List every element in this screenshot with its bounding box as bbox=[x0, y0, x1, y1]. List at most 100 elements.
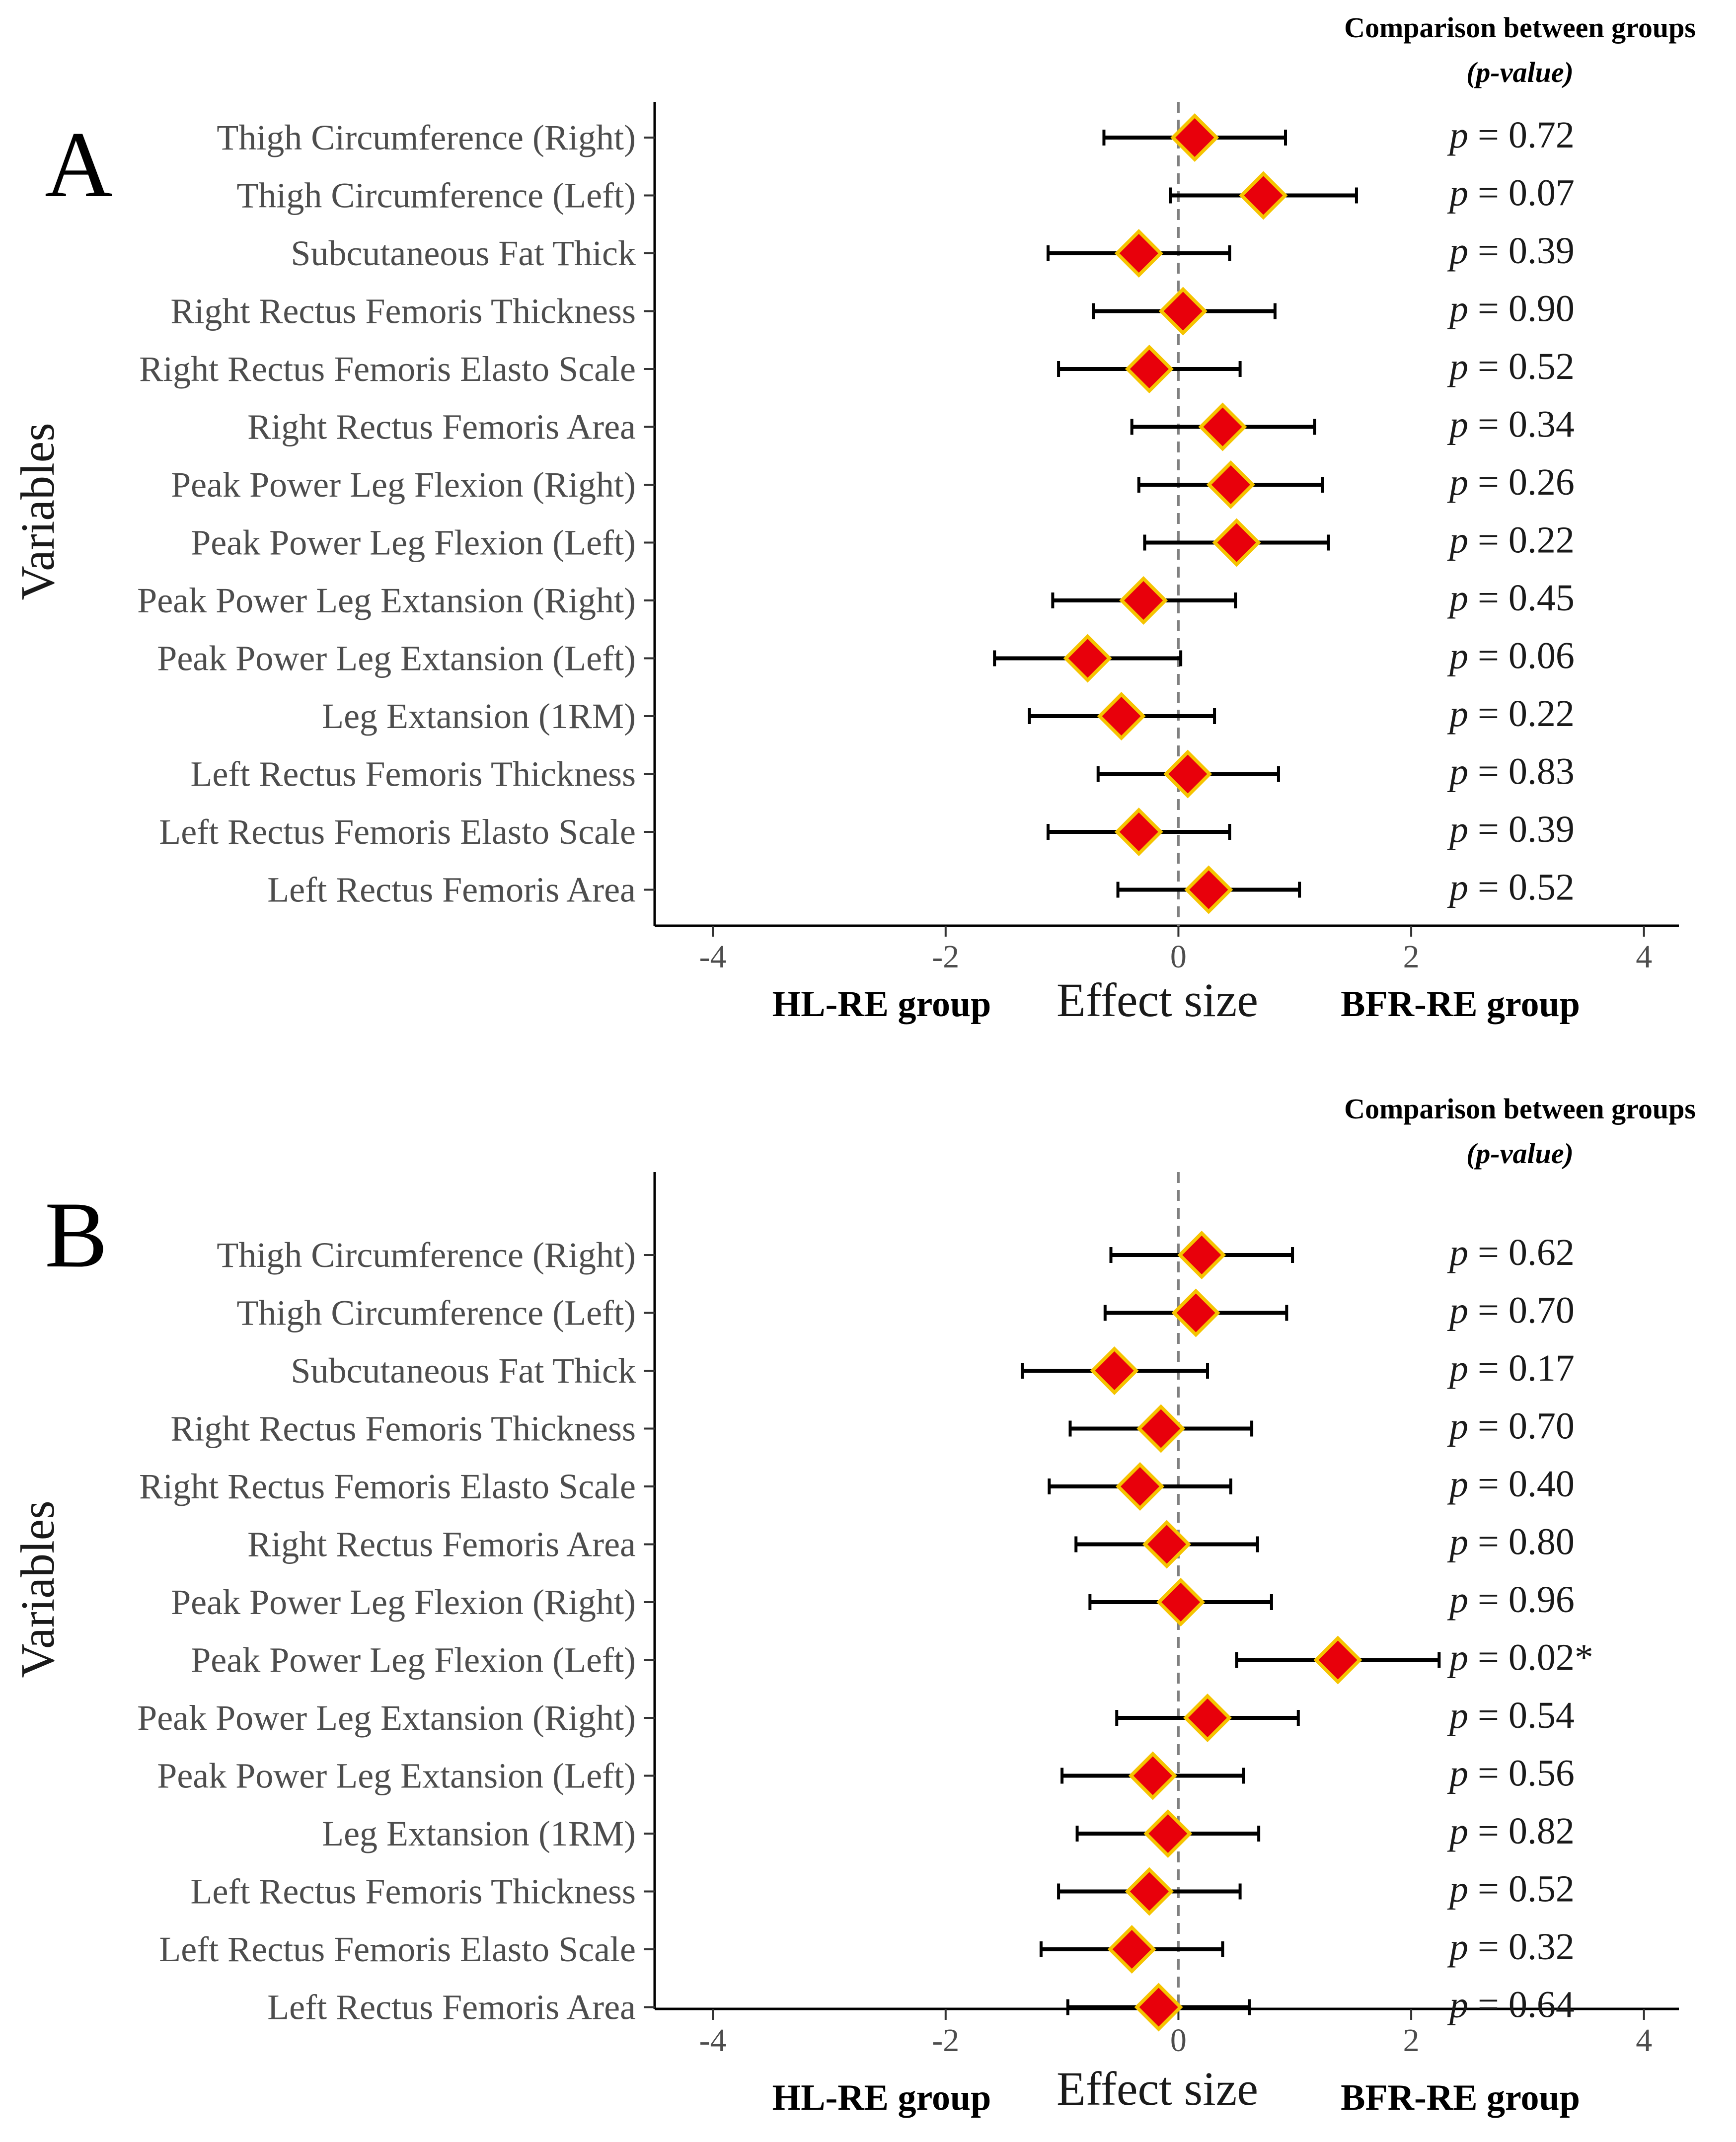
pvalue-header-subtitle: (p-value) bbox=[1466, 1137, 1574, 1170]
p-value-equals: = bbox=[1468, 230, 1509, 272]
p-value-number: 0.02* bbox=[1509, 1637, 1593, 1679]
effect-estimate-marker bbox=[1170, 113, 1219, 162]
p-value-number: 0.34 bbox=[1509, 404, 1575, 445]
x-tick-label: 2 bbox=[1403, 2022, 1420, 2059]
forest-row: Thigh Circumference (Left) p = 0.70 bbox=[236, 1288, 1575, 1337]
pvalue-header-title: Comparison between groups bbox=[1344, 1093, 1696, 1125]
y-axis-title: Variables bbox=[11, 1500, 64, 1678]
p-value-symbol: p bbox=[1447, 1579, 1468, 1621]
forest-row: Peak Power Leg Extansion (Right) p = 0.54 bbox=[137, 1694, 1575, 1742]
effect-estimate-marker bbox=[1142, 1520, 1191, 1569]
x-tick-label: 2 bbox=[1403, 939, 1420, 975]
p-value-equals: = bbox=[1468, 114, 1509, 156]
p-value-equals: = bbox=[1468, 809, 1509, 850]
x-axis-title: Effect size bbox=[1057, 973, 1258, 1027]
p-value: p = 0.39 bbox=[1447, 809, 1575, 850]
p-value-number: 0.22 bbox=[1509, 693, 1575, 735]
p-value-equals: = bbox=[1468, 1579, 1509, 1621]
p-value: p = 0.02* bbox=[1447, 1637, 1593, 1679]
variable-label: Right Rectus Femoris Area bbox=[247, 1525, 636, 1564]
variable-label: Peak Power Leg Flexion (Right) bbox=[171, 465, 636, 505]
p-value-symbol: p bbox=[1447, 1637, 1468, 1679]
effect-estimate-marker bbox=[1097, 692, 1146, 740]
p-value-equals: = bbox=[1468, 577, 1509, 619]
p-value: p = 0.54 bbox=[1447, 1695, 1575, 1736]
forest-row: Thigh Circumference (Right) p = 0.62 bbox=[217, 1231, 1575, 1279]
variable-label: Left Rectus Femoris Area bbox=[267, 1988, 636, 2027]
p-value-equals: = bbox=[1468, 635, 1509, 677]
p-value-equals: = bbox=[1468, 1926, 1509, 1968]
variable-label: Right Rectus Femoris Thickness bbox=[170, 1409, 636, 1449]
variable-label: Left Rectus Femoris Elasto Scale bbox=[159, 812, 636, 852]
p-value-symbol: p bbox=[1447, 172, 1468, 214]
p-value-number: 0.17 bbox=[1509, 1347, 1575, 1389]
x-tick-label: -4 bbox=[699, 2022, 727, 2059]
effect-estimate-marker bbox=[1125, 1867, 1174, 1916]
variable-label: Thigh Circumference (Right) bbox=[217, 1235, 636, 1275]
p-value: p = 0.62 bbox=[1447, 1232, 1575, 1273]
effect-estimate-marker bbox=[1206, 460, 1255, 509]
p-value: p = 0.45 bbox=[1447, 577, 1575, 619]
panel-b: B Comparison between groups (p-value) -4 -2 0… bbox=[11, 1093, 1696, 2118]
variable-label: Peak Power Leg Flexion (Left) bbox=[191, 1640, 636, 1680]
p-value-symbol: p bbox=[1447, 404, 1468, 445]
p-value-number: 0.07 bbox=[1509, 172, 1575, 214]
forest-row: Left Rectus Femoris Area p = 0.52 bbox=[267, 865, 1575, 914]
effect-estimate-marker bbox=[1107, 1925, 1156, 1974]
p-value-symbol: p bbox=[1447, 1926, 1468, 1968]
forest-row: Peak Power Leg Flexion (Left) p = 0.22 bbox=[191, 518, 1575, 567]
p-value-equals: = bbox=[1468, 1810, 1509, 1852]
p-value: p = 0.06 bbox=[1447, 635, 1575, 677]
variable-label: Left Rectus Femoris Thickness bbox=[190, 754, 636, 794]
panel-letter: A bbox=[45, 113, 113, 217]
x-tick-label: 4 bbox=[1636, 2022, 1652, 2059]
effect-estimate-marker bbox=[1184, 865, 1233, 914]
effect-estimate-marker bbox=[1136, 1404, 1186, 1453]
variable-label: Leg Extansion (1RM) bbox=[322, 1814, 636, 1853]
x-axis-title: Effect size bbox=[1057, 2062, 1258, 2115]
variable-label: Subcutaneous Fat Thick bbox=[291, 233, 636, 273]
p-value-symbol: p bbox=[1447, 577, 1468, 619]
left-group-label: HL-RE group bbox=[772, 984, 991, 1025]
forest-row: Right Rectus Femoris Area p = 0.34 bbox=[247, 402, 1575, 451]
p-value-symbol: p bbox=[1447, 288, 1468, 330]
p-value-number: 0.22 bbox=[1509, 519, 1575, 561]
p-value-number: 0.72 bbox=[1509, 114, 1575, 156]
p-value-equals: = bbox=[1468, 1753, 1509, 1794]
p-value: p = 0.39 bbox=[1447, 230, 1575, 272]
p-value-symbol: p bbox=[1447, 751, 1468, 793]
x-tick-label: 0 bbox=[1170, 939, 1187, 975]
forest-row: Left Rectus Femoris Elasto Scale p = 0.32 bbox=[159, 1925, 1575, 1974]
p-value: p = 0.07 bbox=[1447, 172, 1575, 214]
variable-label: Peak Power Leg Extansion (Left) bbox=[157, 639, 636, 678]
p-value-symbol: p bbox=[1447, 1463, 1468, 1505]
forest-row: Peak Power Leg Flexion (Left) p = 0.02* bbox=[191, 1635, 1593, 1685]
effect-estimate-marker bbox=[1128, 1751, 1177, 1800]
variable-label: Peak Power Leg Flexion (Right) bbox=[171, 1582, 636, 1622]
right-group-label: BFR-RE group bbox=[1341, 2077, 1580, 2118]
variable-label: Right Rectus Femoris Elasto Scale bbox=[139, 349, 636, 389]
p-value: p = 0.70 bbox=[1447, 1405, 1575, 1447]
p-value-number: 0.80 bbox=[1509, 1521, 1575, 1563]
effect-estimate-marker bbox=[1114, 229, 1163, 278]
forest-row: Right Rectus Femoris Elasto Scale p = 0.5… bbox=[139, 345, 1575, 393]
p-value-equals: = bbox=[1468, 1405, 1509, 1447]
effect-estimate-marker bbox=[1134, 1983, 1183, 2032]
p-value-number: 0.83 bbox=[1509, 751, 1575, 793]
variable-label: Left Rectus Femoris Area bbox=[267, 870, 636, 910]
effect-estimate-marker bbox=[1116, 1462, 1165, 1511]
p-value-number: 0.06 bbox=[1509, 635, 1575, 677]
forest-row: Left Rectus Femoris Elasto Scale p = 0.39 bbox=[159, 808, 1575, 856]
variable-label: Peak Power Leg Extansion (Right) bbox=[137, 581, 636, 620]
forest-row: Right Rectus Femoris Thickness p = 0.90 bbox=[170, 287, 1575, 336]
forest-row: Leg Extansion (1RM) p = 0.82 bbox=[322, 1809, 1575, 1858]
variable-label: Leg Extansion (1RM) bbox=[322, 696, 636, 736]
variable-label: Right Rectus Femoris Thickness bbox=[170, 292, 636, 331]
effect-estimate-marker bbox=[1158, 287, 1208, 336]
left-group-label: HL-RE group bbox=[772, 2077, 991, 2118]
p-value-equals: = bbox=[1468, 751, 1509, 793]
variable-label: Peak Power Leg Flexion (Left) bbox=[191, 523, 636, 563]
p-value-number: 0.39 bbox=[1509, 230, 1575, 272]
p-value: p = 0.40 bbox=[1447, 1463, 1575, 1505]
p-value-number: 0.40 bbox=[1509, 1463, 1575, 1505]
